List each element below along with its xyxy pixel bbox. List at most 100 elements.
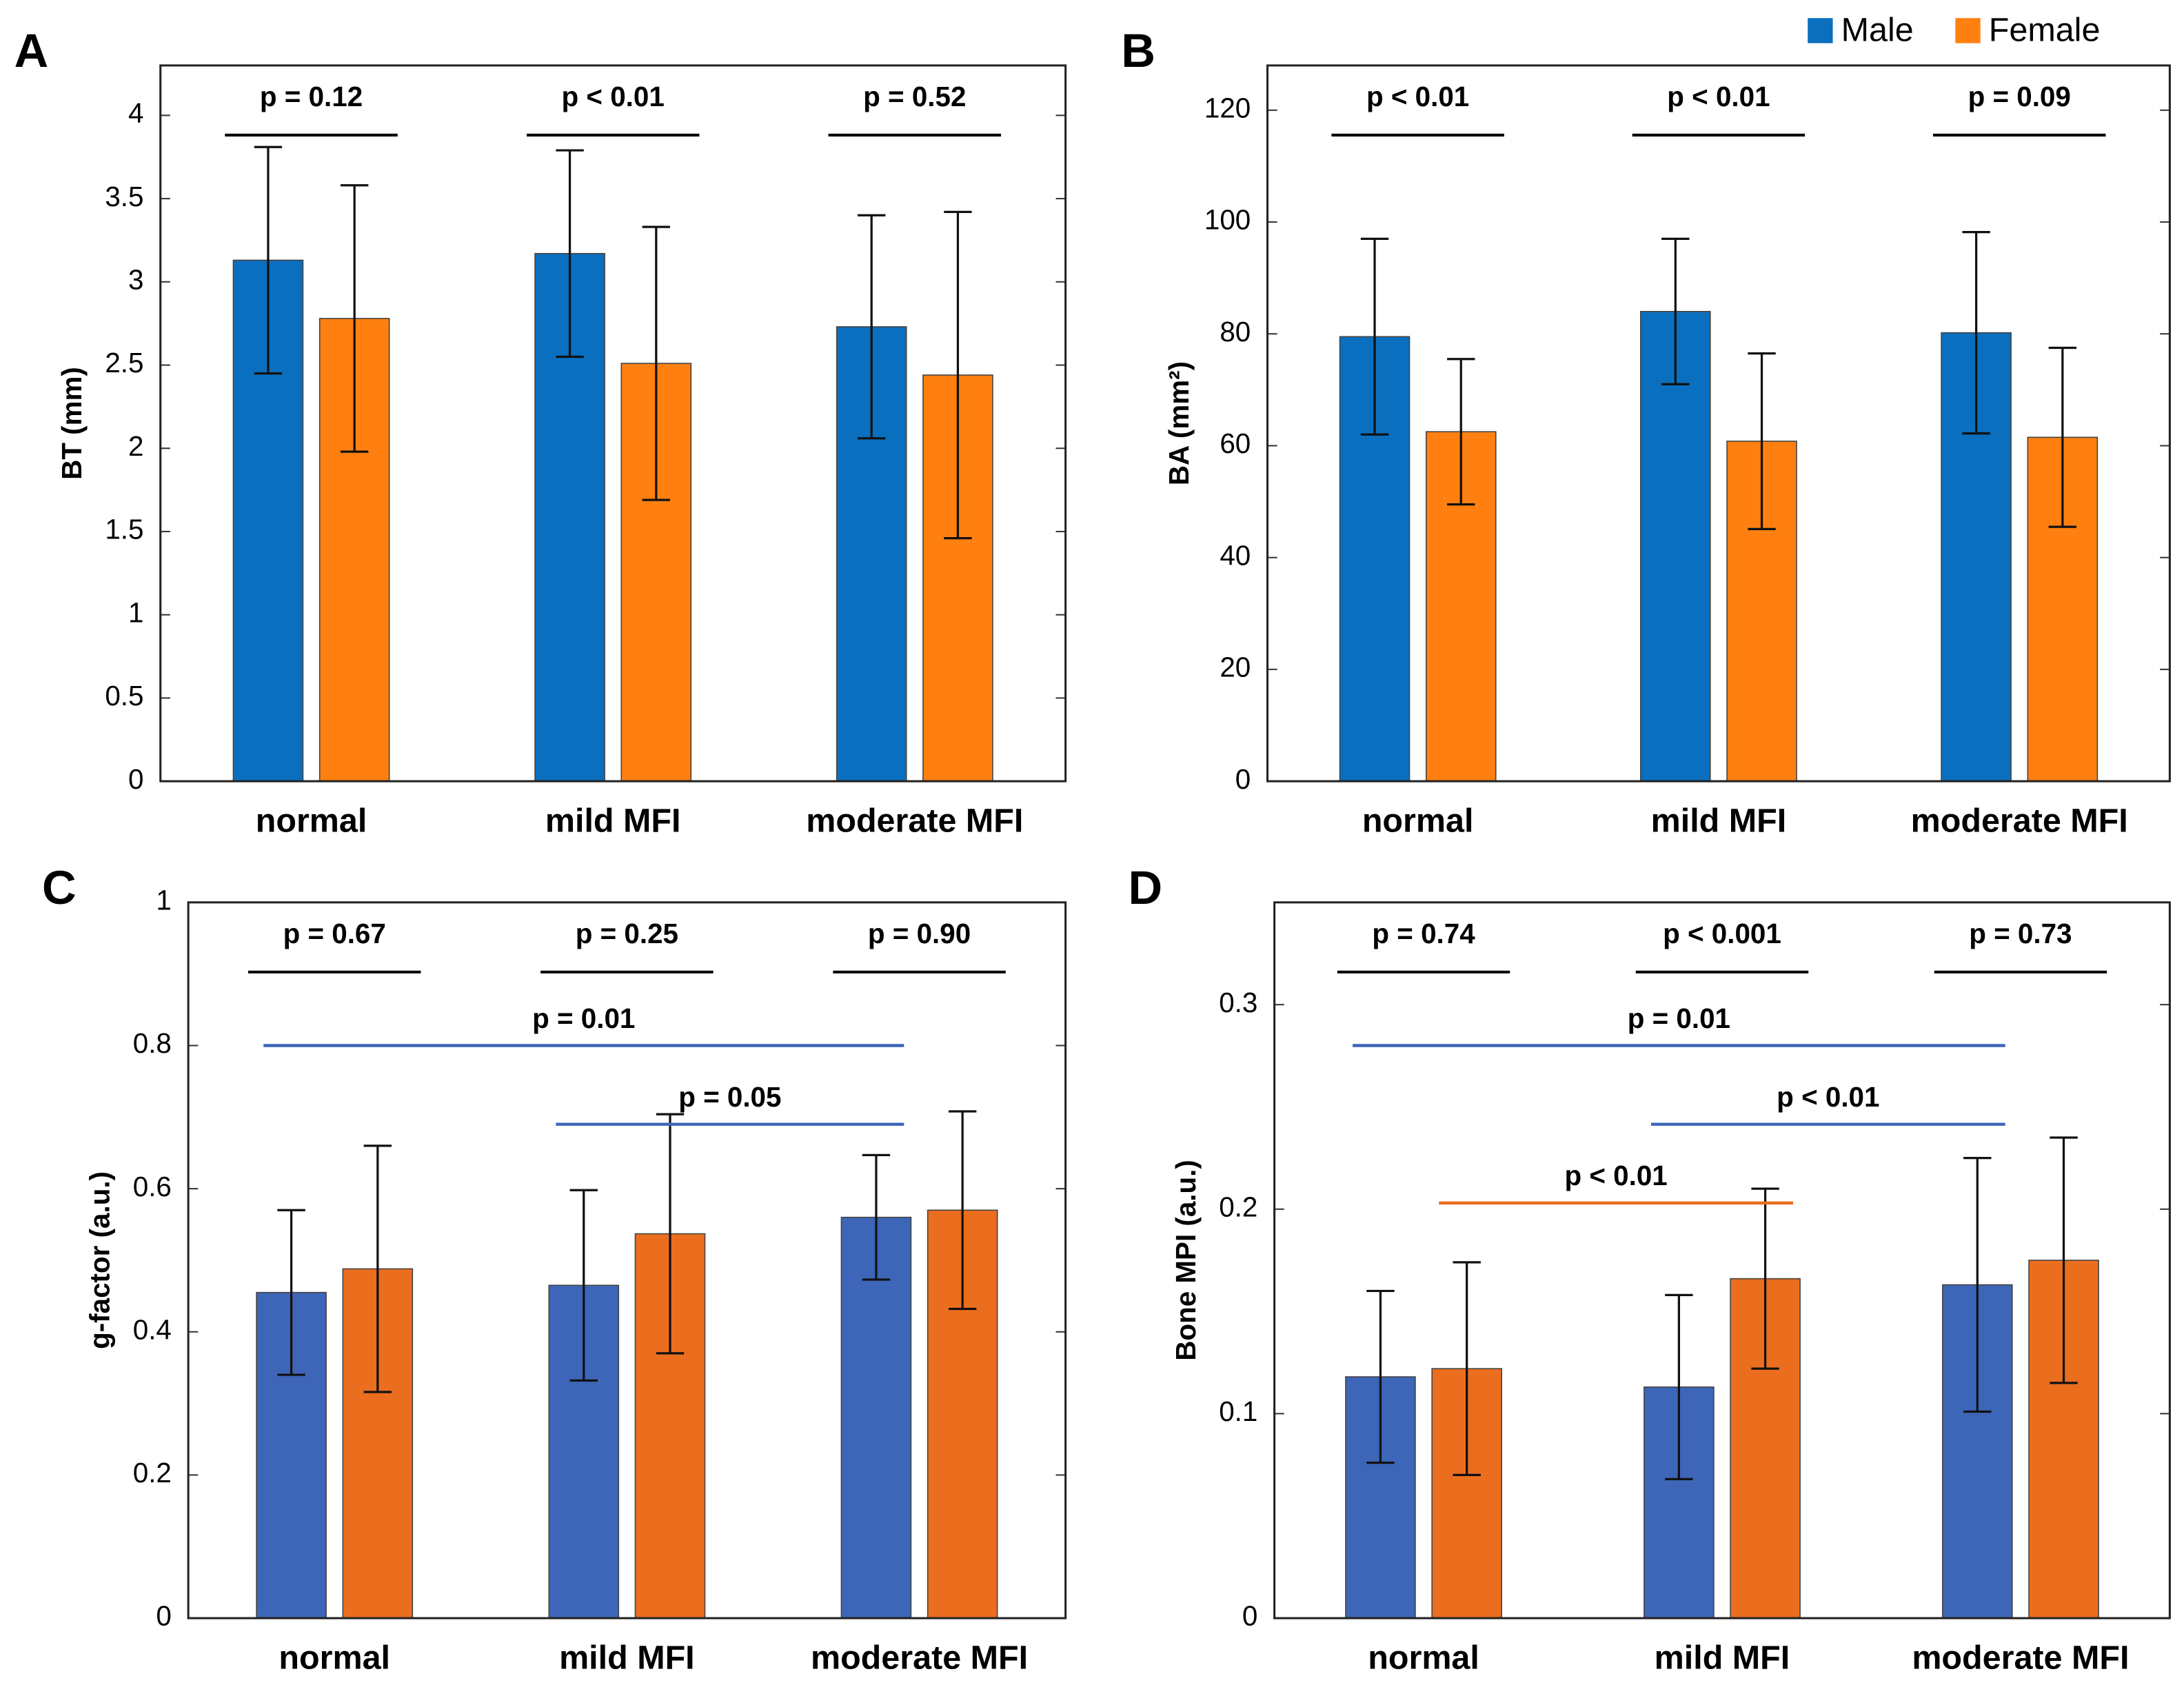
error-bar [948, 1110, 977, 1311]
x-tick-label: moderate MFI [806, 803, 1023, 840]
error-bar [1366, 1289, 1395, 1464]
error-bar [1751, 1187, 1779, 1370]
y-tick-label: 3 [128, 263, 143, 295]
y-tick-label: 4 [128, 97, 143, 129]
comparison-p-value: p = 0.05 [678, 1081, 781, 1113]
y-axis-label: Bone MPI (a.u.) [1170, 1160, 1202, 1361]
p-value: p = 0.74 [1372, 918, 1475, 949]
error-bar [2048, 346, 2077, 528]
x-tick-label: normal [1362, 803, 1474, 840]
p-value: p < 0.01 [1366, 81, 1469, 112]
legend-label: Female [1989, 11, 2101, 48]
panel-label: A [14, 24, 49, 77]
x-tick-label: mild MFI [1651, 803, 1787, 840]
bar [922, 374, 993, 782]
panel: B BA (mm²) 0 20 40 60 80 100 120 normal p < 0.01 mi… [1121, 11, 2171, 840]
y-tick-label: 0.3 [1219, 987, 1257, 1018]
error-bar [1661, 237, 1690, 385]
y-tick-label: 0.1 [1219, 1395, 1257, 1427]
panel-label: B [1121, 24, 1155, 77]
x-tick-label: moderate MFI [811, 1639, 1028, 1676]
error-bar [862, 1153, 891, 1281]
x-tick-label: mild MFI [545, 803, 681, 840]
plot-frame [159, 64, 1067, 783]
error-bar [363, 1144, 392, 1393]
y-tick-label: 2 [128, 430, 143, 462]
error-bar [556, 149, 584, 359]
p-value: p = 0.52 [863, 81, 966, 112]
y-tick-label: 1 [128, 596, 143, 628]
legend-swatch [1808, 18, 1833, 43]
panel: Cg-factor (a.u.) 0 0.2 0.4 0.6 0.8 1 normal p = … [42, 861, 1067, 1676]
p-value: p < 0.01 [1667, 81, 1770, 112]
legend-swatch [1955, 18, 1981, 43]
panel: A BT (mm) 0 0.5 1 1.5 2 2.5 3 3.5 4 normal p = 0.12 m… [14, 24, 1067, 840]
error-bar [1963, 1157, 1992, 1413]
error-bar [857, 214, 886, 440]
panel-label: D [1129, 861, 1163, 914]
y-tick-label: 0.4 [133, 1313, 172, 1345]
x-tick-label: mild MFI [1655, 1639, 1790, 1676]
x-tick-label: normal [256, 803, 367, 840]
error-bar [1748, 352, 1776, 530]
y-tick-label: 2.5 [105, 347, 143, 379]
y-tick-label: 0.2 [1219, 1191, 1257, 1222]
y-axis-label: g-factor (a.u.) [84, 1171, 116, 1349]
y-tick-label: 20 [1220, 652, 1251, 683]
p-value: p = 0.09 [1968, 81, 2071, 112]
comparison-p-value: p = 0.01 [532, 1002, 635, 1034]
y-tick-label: 100 [1204, 204, 1251, 236]
y-tick-label: 0.6 [133, 1171, 172, 1202]
p-value: p = 0.67 [283, 918, 386, 949]
y-tick-label: 0 [1242, 1600, 1257, 1632]
p-value: p = 0.90 [868, 918, 971, 949]
x-tick-label: normal [1368, 1639, 1479, 1676]
p-value: p = 0.73 [1969, 918, 2072, 949]
error-bar [1360, 237, 1389, 436]
p-value: p = 0.12 [260, 81, 363, 112]
error-bar [656, 1113, 685, 1355]
bar [840, 1216, 912, 1619]
comparison-p-value: p = 0.01 [1628, 1002, 1730, 1034]
x-tick-label: normal [279, 1639, 390, 1676]
plot-frame [1273, 901, 2171, 1620]
y-tick-label: 60 [1220, 427, 1251, 459]
error-bar [944, 210, 972, 540]
error-bar [2050, 1136, 2078, 1384]
error-bar [569, 1189, 598, 1382]
y-tick-label: 0.5 [105, 680, 143, 712]
comparison-p-value: p < 0.01 [1564, 1160, 1667, 1191]
y-axis-label: BA (mm²) [1163, 361, 1195, 485]
p-value: p < 0.01 [562, 81, 665, 112]
error-bar [1447, 358, 1475, 506]
x-tick-label: mild MFI [559, 1639, 695, 1676]
y-axis-label: BT (mm) [56, 367, 88, 480]
legend-label: Male [1841, 11, 1914, 48]
y-tick-label: 0.2 [133, 1457, 172, 1489]
y-tick-label: 1 [156, 885, 171, 916]
error-bar [1962, 231, 1990, 435]
p-value: p = 0.25 [576, 918, 678, 949]
y-tick-label: 0 [156, 1600, 171, 1632]
x-tick-label: moderate MFI [1911, 803, 2128, 840]
error-bar [254, 145, 283, 375]
plot-frame [1266, 64, 2171, 783]
y-tick-label: 1.5 [105, 514, 143, 545]
y-tick-label: 0.8 [133, 1027, 172, 1059]
y-tick-label: 120 [1204, 92, 1251, 123]
x-tick-label: moderate MFI [1912, 1639, 2129, 1676]
p-value: p < 0.001 [1663, 918, 1781, 949]
y-tick-label: 40 [1220, 539, 1251, 571]
panel-label: C [42, 861, 77, 914]
panel: D Bone MPI (a.u.) 0 0.1 0.2 0.3 normal p = 0.74… [1129, 861, 2171, 1676]
error-bar [1453, 1261, 1481, 1477]
error-bar [340, 184, 369, 453]
y-tick-label: 80 [1220, 316, 1251, 347]
y-tick-label: 0 [128, 763, 143, 795]
y-tick-label: 0 [1235, 763, 1251, 795]
error-bar [277, 1209, 305, 1376]
comparison-p-value: p < 0.01 [1777, 1081, 1879, 1113]
bar [1640, 311, 1711, 782]
y-tick-label: 3.5 [105, 181, 143, 212]
